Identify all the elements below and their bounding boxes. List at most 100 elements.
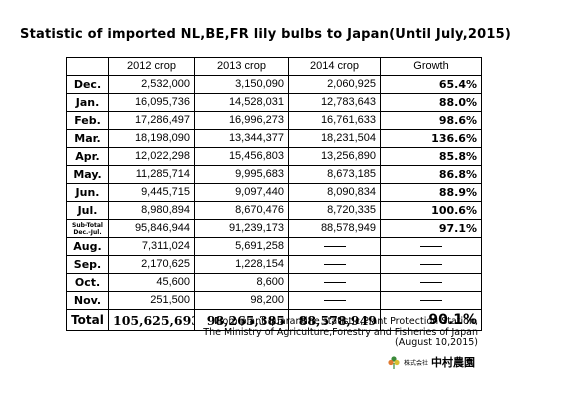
cell-2013: 15,456,803 bbox=[194, 147, 289, 166]
lily-bulb-import-table: 2012 crop 2013 crop 2014 crop Growth Dec… bbox=[66, 57, 482, 331]
cell-2012: 45,600 bbox=[108, 273, 195, 292]
header-2012-crop: 2012 crop bbox=[108, 57, 195, 76]
cell-growth-empty bbox=[380, 237, 482, 256]
dash-mark bbox=[323, 281, 346, 283]
cell-2013: 98,200 bbox=[194, 291, 289, 310]
cell-growth: 136.6% bbox=[380, 129, 482, 148]
subtotal-2013: 91,239,173 bbox=[194, 219, 289, 238]
cell-growth-empty bbox=[380, 255, 482, 274]
source-date: (August 10,2015) bbox=[395, 337, 478, 348]
cell-2014: 13,256,890 bbox=[288, 147, 381, 166]
flower-logo-icon bbox=[388, 356, 400, 369]
row-month: Jul. bbox=[66, 201, 109, 220]
row-month: Nov. bbox=[66, 291, 109, 310]
table-row: Apr. 12,022,298 15,456,803 13,256,890 85… bbox=[66, 147, 482, 166]
dash-mark bbox=[323, 299, 346, 301]
cell-2014: 12,783,643 bbox=[288, 93, 381, 112]
source-note: From plant quarantine statistic,Plant Pr… bbox=[150, 316, 478, 349]
table-row: Nov. 251,500 98,200 bbox=[66, 291, 482, 310]
cell-2013: 13,344,377 bbox=[194, 129, 289, 148]
cell-2014: 8,673,185 bbox=[288, 165, 381, 184]
subtotal-label-line1: Sub-Total bbox=[72, 221, 103, 229]
total-2013: 98,265,385 bbox=[194, 309, 289, 331]
cell-2013: 8,670,476 bbox=[194, 201, 289, 220]
source-line-1: From plant quarantine statistic,Plant Pr… bbox=[214, 316, 478, 327]
cell-2013: 14,528,031 bbox=[194, 93, 289, 112]
subtotal-row: Sub-Total Dec.-Jul. 95,846,944 91,239,17… bbox=[66, 219, 482, 238]
cell-2013: 9,995,683 bbox=[194, 165, 289, 184]
company-name: 中村農園 bbox=[431, 357, 476, 369]
cell-2014: 18,231,504 bbox=[288, 129, 381, 148]
cell-2014-empty bbox=[288, 237, 381, 256]
cell-2013: 16,996,273 bbox=[194, 111, 289, 130]
cell-growth-empty bbox=[380, 273, 482, 292]
cell-2014: 2,060,925 bbox=[288, 75, 381, 94]
cell-2012: 9,445,715 bbox=[108, 183, 195, 202]
table-row: Jan. 16,095,736 14,528,031 12,783,643 88… bbox=[66, 93, 482, 112]
cell-2012: 2,532,000 bbox=[108, 75, 195, 94]
cell-2014: 8,090,834 bbox=[288, 183, 381, 202]
subtotal-growth: 97.1% bbox=[380, 219, 482, 238]
table-row: Feb. 17,286,497 16,996,273 16,761,633 98… bbox=[66, 111, 482, 130]
cell-2012: 251,500 bbox=[108, 291, 195, 310]
cell-2012: 11,285,714 bbox=[108, 165, 195, 184]
dash-mark bbox=[420, 245, 442, 247]
subtotal-label: Sub-Total Dec.-Jul. bbox=[66, 219, 109, 238]
row-month: Aug. bbox=[66, 237, 109, 256]
cell-growth: 85.8% bbox=[380, 147, 482, 166]
cell-2013: 8,600 bbox=[194, 273, 289, 292]
cell-2012: 2,170,625 bbox=[108, 255, 195, 274]
cell-2014-empty bbox=[288, 255, 381, 274]
table-row: Jun. 9,445,715 9,097,440 8,090,834 88.9% bbox=[66, 183, 482, 202]
row-month: Jun. bbox=[66, 183, 109, 202]
cell-2014: 16,761,633 bbox=[288, 111, 381, 130]
dash-mark bbox=[420, 281, 442, 283]
subtotal-2012: 95,846,944 bbox=[108, 219, 195, 238]
dash-mark bbox=[420, 299, 442, 301]
row-month: May. bbox=[66, 165, 109, 184]
cell-2014-empty bbox=[288, 273, 381, 292]
row-month: Dec. bbox=[66, 75, 109, 94]
cell-2014-empty bbox=[288, 291, 381, 310]
subtotal-2014: 88,578,949 bbox=[288, 219, 381, 238]
row-month: Apr. bbox=[66, 147, 109, 166]
cell-2012: 8,980,894 bbox=[108, 201, 195, 220]
cell-growth: 98.6% bbox=[380, 111, 482, 130]
cell-growth-empty bbox=[380, 291, 482, 310]
row-month: Oct. bbox=[66, 273, 109, 292]
table-row: Oct. 45,600 8,600 bbox=[66, 273, 482, 292]
total-growth: 90.1% bbox=[380, 309, 482, 331]
header-blank bbox=[66, 57, 109, 76]
header-2013-crop: 2013 crop bbox=[194, 57, 289, 76]
header-growth: Growth bbox=[380, 57, 482, 76]
dash-mark bbox=[323, 263, 346, 265]
cell-2012: 16,095,736 bbox=[108, 93, 195, 112]
row-month: Mar. bbox=[66, 129, 109, 148]
table-row: May. 11,285,714 9,995,683 8,673,185 86.8… bbox=[66, 165, 482, 184]
header-2014-crop: 2014 crop bbox=[288, 57, 381, 76]
table-row: Mar. 18,198,090 13,344,377 18,231,504 13… bbox=[66, 129, 482, 148]
cell-2013: 9,097,440 bbox=[194, 183, 289, 202]
cell-2014: 8,720,335 bbox=[288, 201, 381, 220]
company-type-label: 株式会社 bbox=[404, 360, 429, 367]
cell-growth: 88.9% bbox=[380, 183, 482, 202]
cell-2012: 17,286,497 bbox=[108, 111, 195, 130]
cell-2012: 18,198,090 bbox=[108, 129, 195, 148]
cell-growth: 86.8% bbox=[380, 165, 482, 184]
row-month: Feb. bbox=[66, 111, 109, 130]
table-row: Sep. 2,170,625 1,228,154 bbox=[66, 255, 482, 274]
cell-2012: 7,311,024 bbox=[108, 237, 195, 256]
cell-growth: 88.0% bbox=[380, 93, 482, 112]
table-row: Jul. 8,980,894 8,670,476 8,720,335 100.6… bbox=[66, 201, 482, 220]
cell-2013: 1,228,154 bbox=[194, 255, 289, 274]
cell-2013: 5,691,258 bbox=[194, 237, 289, 256]
subtotal-label-line2: Dec.-Jul. bbox=[73, 228, 102, 236]
cell-2012: 12,022,298 bbox=[108, 147, 195, 166]
cell-growth: 65.4% bbox=[380, 75, 482, 94]
table-header-row: 2012 crop 2013 crop 2014 crop Growth bbox=[66, 57, 482, 76]
source-line-2: The Ministry of Agriculture,Forestry and… bbox=[203, 326, 478, 338]
total-2014: 88,578,949 bbox=[288, 309, 381, 331]
row-month: Sep. bbox=[66, 255, 109, 274]
total-row: Total 105,625,693 98,265,385 88,578,949 … bbox=[66, 309, 482, 331]
document-title: Statistic of imported NL,BE,FR lily bulb… bbox=[20, 27, 511, 42]
